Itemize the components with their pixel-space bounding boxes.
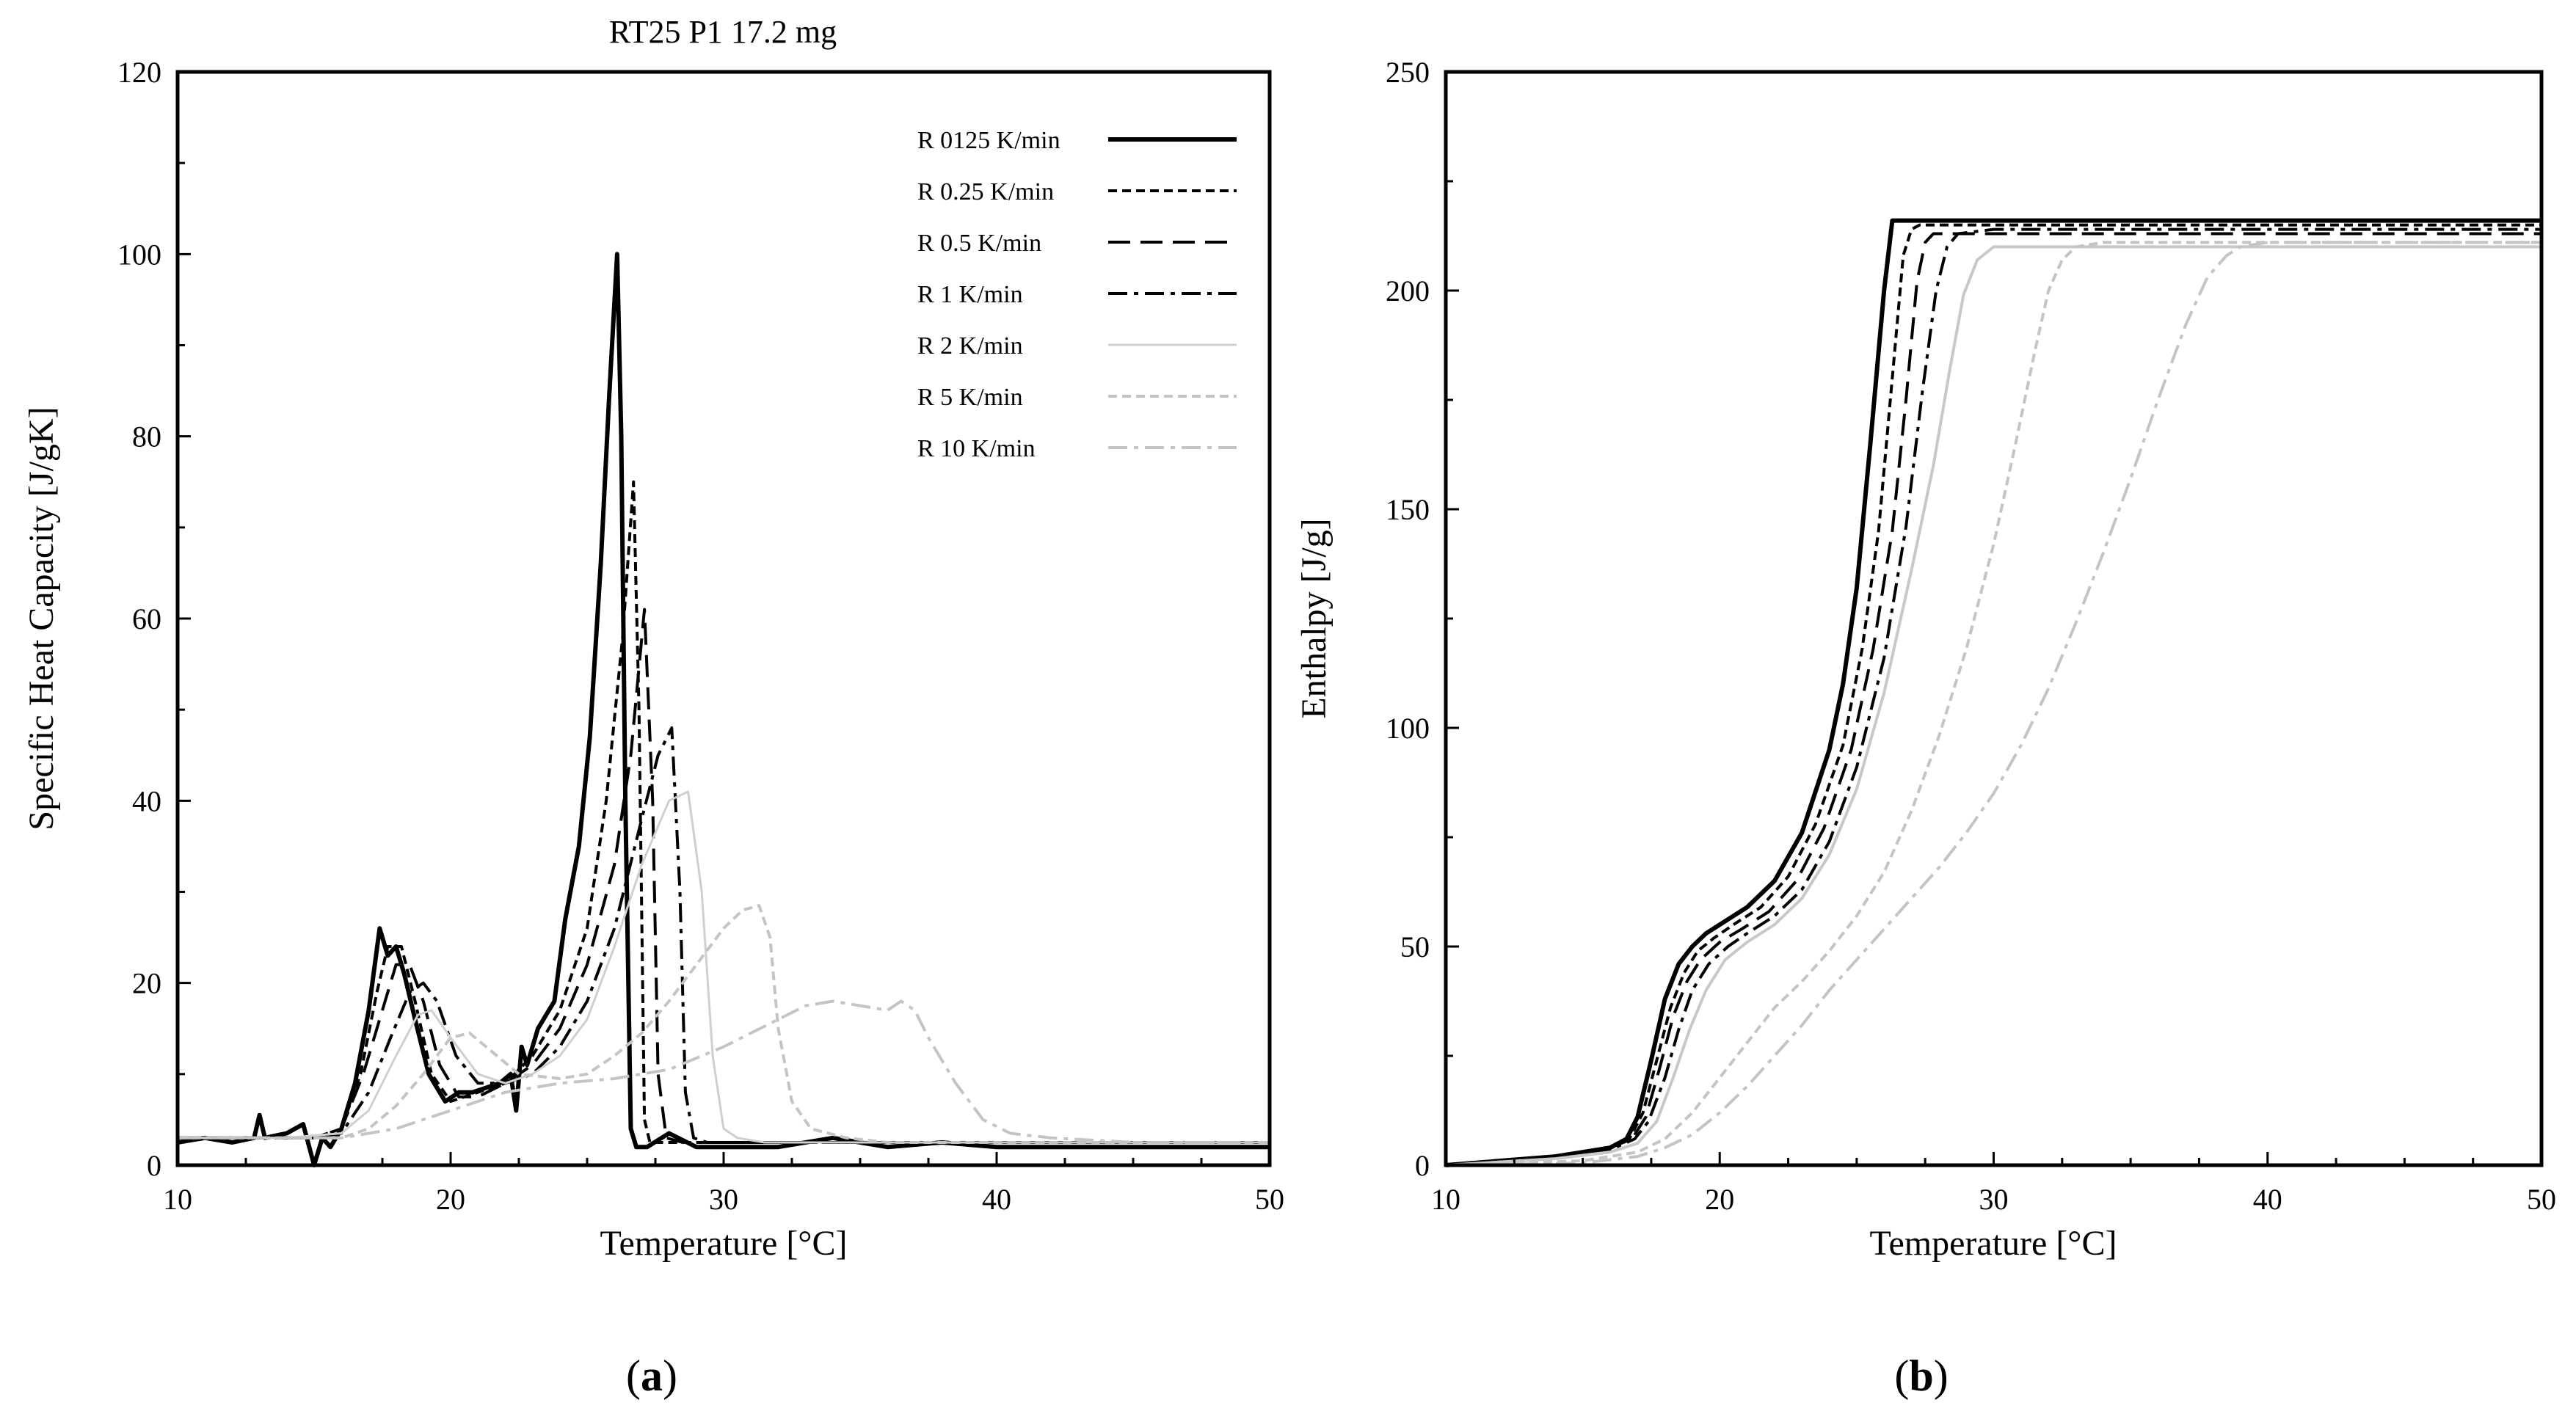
series-line <box>1445 241 2542 1167</box>
y-tick-label: 150 <box>1386 493 1430 526</box>
y-tick-label: 100 <box>117 238 161 271</box>
series-line <box>178 999 1270 1144</box>
x-tick-label: 20 <box>1705 1183 1734 1216</box>
y-tick-label: 0 <box>147 1149 161 1182</box>
series-line <box>1445 241 2542 1167</box>
chart-panel-b: 10 20 30 40 50 0 50 100 150 200 250 Temperature [°… <box>1295 56 2556 1400</box>
legend-label: R 0.5 K/min <box>917 230 1041 257</box>
y-axis-label: Enthalpy [J/g] <box>1295 518 1334 718</box>
series-line <box>178 790 1270 1144</box>
legend-label: R 1 K/min <box>917 281 1023 308</box>
x-tick-label: 40 <box>2253 1183 2282 1216</box>
y-tick-label: 120 <box>117 56 161 89</box>
legend-label: R 0125 K/min <box>917 127 1060 154</box>
x-axis-label: Temperature [°C] <box>1869 1224 2117 1263</box>
y-axis-label: Specific Heat Capacity [J/gK] <box>22 406 61 830</box>
plot-frame <box>1444 70 2544 1167</box>
series-layer <box>1445 218 2542 1167</box>
legend-label: R 10 K/min <box>917 435 1036 462</box>
axis-ticks: 10 20 30 40 50 0 20 40 60 80 100 120 <box>117 56 1284 1216</box>
y-tick-label: 0 <box>1415 1149 1430 1182</box>
series-line <box>1445 218 2542 1167</box>
x-axis-label: Temperature [°C] <box>600 1224 847 1263</box>
y-tick-label: 40 <box>132 784 161 817</box>
x-tick-label: 30 <box>709 1183 738 1216</box>
x-tick-label: 10 <box>163 1183 192 1216</box>
series-line <box>177 252 1270 1167</box>
legend: R 0125 K/min R 0.25 K/min R 0.5 K/min R 1 K… <box>917 127 1237 462</box>
x-tick-label: 40 <box>982 1183 1011 1216</box>
y-tick-label: 80 <box>132 420 161 453</box>
series-line <box>178 726 1270 1144</box>
x-tick-label: 50 <box>2527 1183 2556 1216</box>
y-tick-label: 250 <box>1386 56 1430 89</box>
panel-label-b: (b) <box>1894 1352 1948 1400</box>
legend-label: R 5 K/min <box>917 384 1023 411</box>
series-line <box>178 480 1270 1144</box>
legend-label: R 2 K/min <box>917 332 1023 360</box>
chart-title: RT25 P1 17.2 mg <box>609 14 837 50</box>
x-tick-label: 20 <box>436 1183 465 1216</box>
y-tick-label: 20 <box>132 967 161 1000</box>
series-line <box>1445 223 2542 1167</box>
series-line <box>1445 227 2542 1167</box>
x-tick-label: 30 <box>1979 1183 2009 1216</box>
y-tick-label: 200 <box>1386 274 1430 307</box>
x-tick-label: 50 <box>1255 1183 1284 1216</box>
y-tick-label: 60 <box>132 602 161 635</box>
y-tick-label: 50 <box>1400 930 1430 963</box>
y-tick-label: 100 <box>1386 712 1430 745</box>
panel-label-a: (a) <box>626 1352 677 1400</box>
legend-label: R 0.25 K/min <box>917 178 1054 205</box>
series-line <box>1445 245 2542 1167</box>
chart-panel-a: RT25 P1 17.2 mg 10 20 30 40 50 0 20 40 60 80 100 12… <box>22 14 1284 1400</box>
x-tick-label: 10 <box>1431 1183 1460 1216</box>
series-line <box>1445 232 2542 1167</box>
series-layer <box>177 252 1270 1167</box>
plot-frame <box>175 70 1272 1167</box>
series-line <box>178 904 1270 1144</box>
series-line <box>178 608 1270 1144</box>
